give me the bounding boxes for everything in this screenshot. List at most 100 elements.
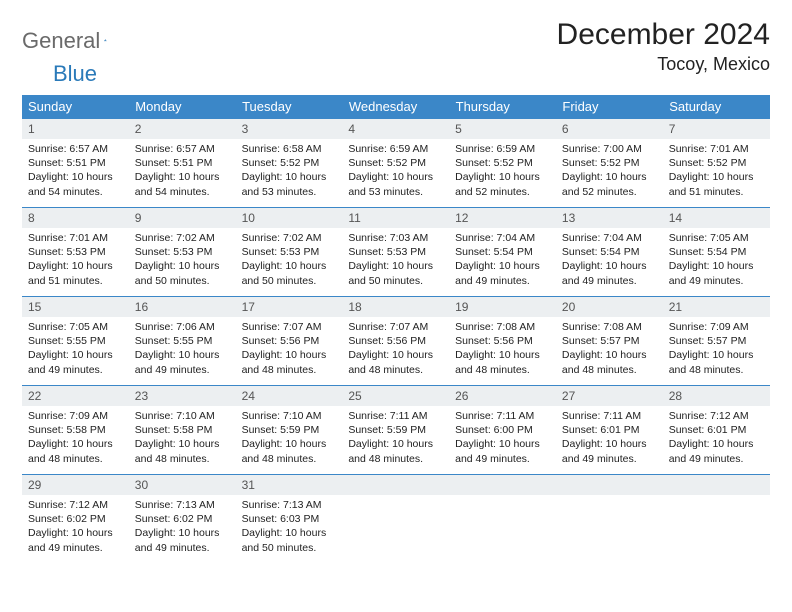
daylight-line: Daylight: 10 hours and 49 minutes. [562, 259, 657, 287]
sunrise-line: Sunrise: 7:10 AM [135, 409, 230, 423]
day-number: 13 [556, 208, 663, 228]
day-cell: 30Sunrise: 7:13 AMSunset: 6:02 PMDayligh… [129, 475, 236, 564]
sunrise-line: Sunrise: 7:05 AM [669, 231, 764, 245]
daylight-line: Daylight: 10 hours and 48 minutes. [242, 437, 337, 465]
day-cell: 20Sunrise: 7:08 AMSunset: 5:57 PMDayligh… [556, 297, 663, 386]
daylight-line: Daylight: 10 hours and 54 minutes. [28, 170, 123, 198]
day-cell: 4Sunrise: 6:59 AMSunset: 5:52 PMDaylight… [342, 119, 449, 208]
sunset-line: Sunset: 5:52 PM [669, 156, 764, 170]
daylight-line: Daylight: 10 hours and 53 minutes. [348, 170, 443, 198]
sunset-line: Sunset: 5:51 PM [28, 156, 123, 170]
dow-tuesday: Tuesday [236, 95, 343, 119]
day-cell: 19Sunrise: 7:08 AMSunset: 5:56 PMDayligh… [449, 297, 556, 386]
sunset-line: Sunset: 6:00 PM [455, 423, 550, 437]
day-body: Sunrise: 7:00 AMSunset: 5:52 PMDaylight:… [556, 139, 663, 203]
day-cell: 3Sunrise: 6:58 AMSunset: 5:52 PMDaylight… [236, 119, 343, 208]
day-cell: 1Sunrise: 6:57 AMSunset: 5:51 PMDaylight… [22, 119, 129, 208]
sunrise-line: Sunrise: 7:00 AM [562, 142, 657, 156]
sunset-line: Sunset: 5:59 PM [348, 423, 443, 437]
day-cell [449, 475, 556, 564]
daylight-line: Daylight: 10 hours and 49 minutes. [28, 348, 123, 376]
day-body: Sunrise: 7:11 AMSunset: 5:59 PMDaylight:… [342, 406, 449, 470]
sunrise-line: Sunrise: 6:59 AM [348, 142, 443, 156]
week-row: 15Sunrise: 7:05 AMSunset: 5:55 PMDayligh… [22, 297, 770, 386]
week-row: 1Sunrise: 6:57 AMSunset: 5:51 PMDaylight… [22, 119, 770, 208]
sunset-line: Sunset: 5:56 PM [348, 334, 443, 348]
calendar-table: Sunday Monday Tuesday Wednesday Thursday… [22, 95, 770, 563]
day-number: 10 [236, 208, 343, 228]
dow-friday: Friday [556, 95, 663, 119]
day-body: Sunrise: 7:04 AMSunset: 5:54 PMDaylight:… [556, 228, 663, 292]
daylight-line: Daylight: 10 hours and 49 minutes. [455, 259, 550, 287]
day-body: Sunrise: 6:59 AMSunset: 5:52 PMDaylight:… [342, 139, 449, 203]
empty-day [449, 475, 556, 495]
day-cell: 8Sunrise: 7:01 AMSunset: 5:53 PMDaylight… [22, 208, 129, 297]
day-number: 15 [22, 297, 129, 317]
daylight-line: Daylight: 10 hours and 53 minutes. [242, 170, 337, 198]
sunset-line: Sunset: 6:02 PM [28, 512, 123, 526]
daylight-line: Daylight: 10 hours and 50 minutes. [242, 259, 337, 287]
day-cell: 25Sunrise: 7:11 AMSunset: 5:59 PMDayligh… [342, 386, 449, 475]
sunset-line: Sunset: 6:01 PM [562, 423, 657, 437]
sail-icon [104, 32, 107, 48]
sunrise-line: Sunrise: 7:13 AM [135, 498, 230, 512]
day-body: Sunrise: 7:11 AMSunset: 6:00 PMDaylight:… [449, 406, 556, 470]
sunset-line: Sunset: 5:55 PM [28, 334, 123, 348]
day-number: 1 [22, 119, 129, 139]
daylight-line: Daylight: 10 hours and 49 minutes. [135, 526, 230, 554]
sunrise-line: Sunrise: 7:04 AM [562, 231, 657, 245]
sunrise-line: Sunrise: 7:02 AM [242, 231, 337, 245]
day-number: 16 [129, 297, 236, 317]
sunset-line: Sunset: 5:56 PM [455, 334, 550, 348]
sunrise-line: Sunrise: 7:09 AM [28, 409, 123, 423]
sunrise-line: Sunrise: 7:12 AM [28, 498, 123, 512]
sunset-line: Sunset: 6:02 PM [135, 512, 230, 526]
day-cell: 9Sunrise: 7:02 AMSunset: 5:53 PMDaylight… [129, 208, 236, 297]
day-number: 29 [22, 475, 129, 495]
day-body: Sunrise: 7:02 AMSunset: 5:53 PMDaylight:… [129, 228, 236, 292]
day-number: 20 [556, 297, 663, 317]
sunset-line: Sunset: 6:01 PM [669, 423, 764, 437]
dow-row: Sunday Monday Tuesday Wednesday Thursday… [22, 95, 770, 119]
sunset-line: Sunset: 5:54 PM [455, 245, 550, 259]
day-number: 3 [236, 119, 343, 139]
sunrise-line: Sunrise: 6:59 AM [455, 142, 550, 156]
day-body: Sunrise: 6:58 AMSunset: 5:52 PMDaylight:… [236, 139, 343, 203]
daylight-line: Daylight: 10 hours and 52 minutes. [455, 170, 550, 198]
day-cell: 23Sunrise: 7:10 AMSunset: 5:58 PMDayligh… [129, 386, 236, 475]
sunset-line: Sunset: 5:59 PM [242, 423, 337, 437]
day-number: 12 [449, 208, 556, 228]
sunset-line: Sunset: 5:57 PM [562, 334, 657, 348]
day-number: 24 [236, 386, 343, 406]
daylight-line: Daylight: 10 hours and 50 minutes. [242, 526, 337, 554]
sunset-line: Sunset: 5:53 PM [135, 245, 230, 259]
day-body: Sunrise: 6:59 AMSunset: 5:52 PMDaylight:… [449, 139, 556, 203]
sunset-line: Sunset: 5:52 PM [562, 156, 657, 170]
day-cell: 16Sunrise: 7:06 AMSunset: 5:55 PMDayligh… [129, 297, 236, 386]
day-number: 2 [129, 119, 236, 139]
page: General December 2024 Tocoy, Mexico Blue… [0, 0, 792, 563]
daylight-line: Daylight: 10 hours and 48 minutes. [348, 437, 443, 465]
day-number: 18 [342, 297, 449, 317]
day-number: 25 [342, 386, 449, 406]
day-body: Sunrise: 7:13 AMSunset: 6:03 PMDaylight:… [236, 495, 343, 559]
day-body: Sunrise: 7:09 AMSunset: 5:57 PMDaylight:… [663, 317, 770, 381]
sunrise-line: Sunrise: 7:07 AM [348, 320, 443, 334]
day-cell: 31Sunrise: 7:13 AMSunset: 6:03 PMDayligh… [236, 475, 343, 564]
day-cell: 17Sunrise: 7:07 AMSunset: 5:56 PMDayligh… [236, 297, 343, 386]
daylight-line: Daylight: 10 hours and 50 minutes. [348, 259, 443, 287]
day-cell: 26Sunrise: 7:11 AMSunset: 6:00 PMDayligh… [449, 386, 556, 475]
day-number: 7 [663, 119, 770, 139]
daylight-line: Daylight: 10 hours and 52 minutes. [562, 170, 657, 198]
sunrise-line: Sunrise: 7:11 AM [455, 409, 550, 423]
day-body: Sunrise: 7:12 AMSunset: 6:02 PMDaylight:… [22, 495, 129, 559]
daylight-line: Daylight: 10 hours and 49 minutes. [669, 437, 764, 465]
empty-day [556, 475, 663, 495]
day-number: 22 [22, 386, 129, 406]
day-body: Sunrise: 7:12 AMSunset: 6:01 PMDaylight:… [663, 406, 770, 470]
day-body: Sunrise: 7:11 AMSunset: 6:01 PMDaylight:… [556, 406, 663, 470]
day-body: Sunrise: 7:10 AMSunset: 5:58 PMDaylight:… [129, 406, 236, 470]
daylight-line: Daylight: 10 hours and 54 minutes. [135, 170, 230, 198]
day-cell: 13Sunrise: 7:04 AMSunset: 5:54 PMDayligh… [556, 208, 663, 297]
day-cell: 28Sunrise: 7:12 AMSunset: 6:01 PMDayligh… [663, 386, 770, 475]
